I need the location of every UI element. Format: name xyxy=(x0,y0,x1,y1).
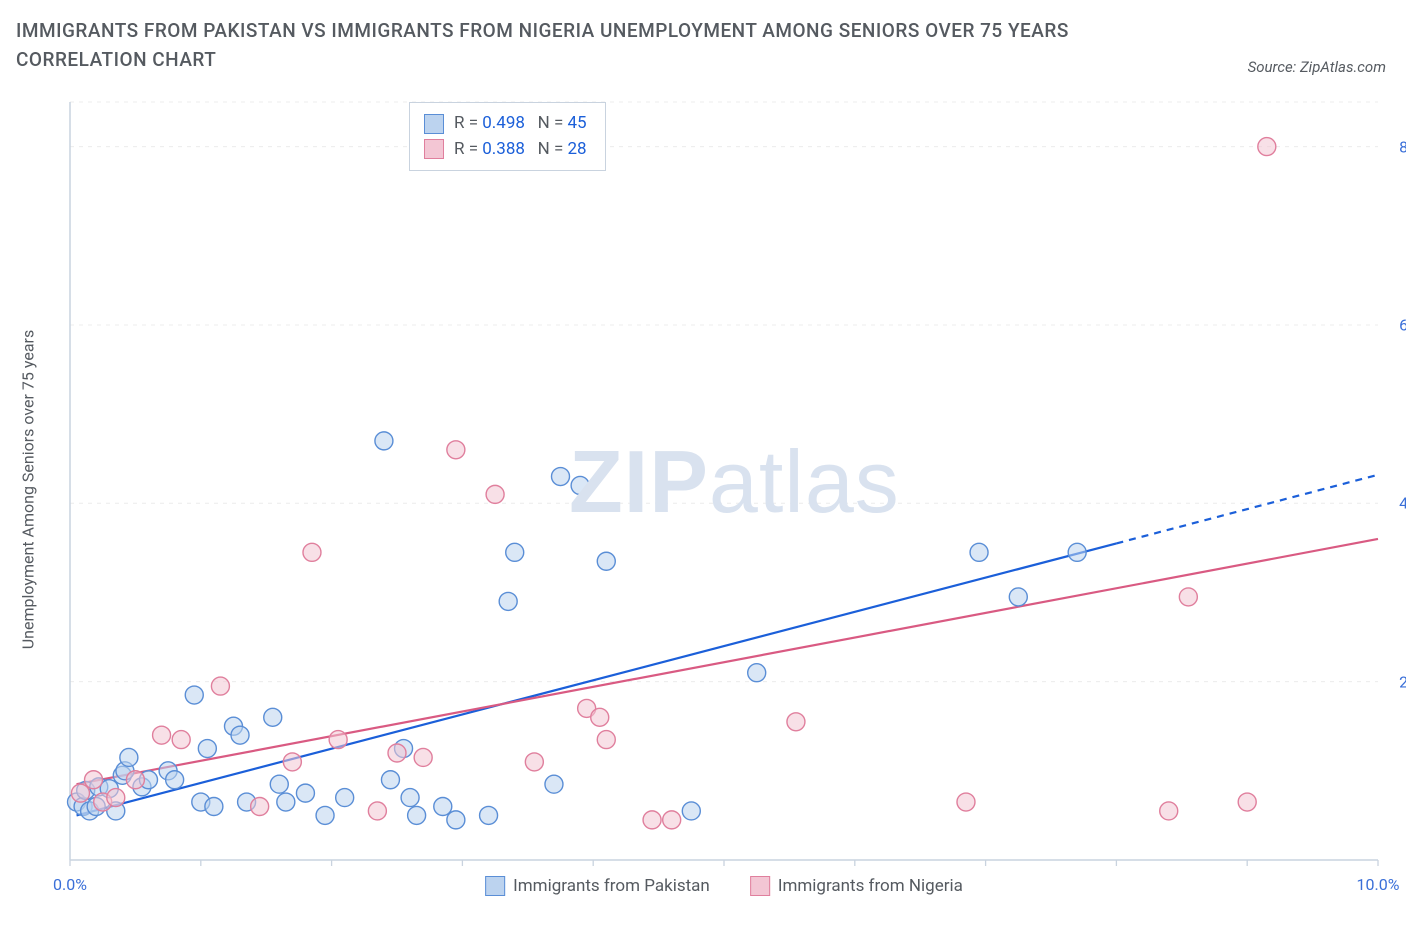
y-axis-label: Unemployment Among Seniors over 75 years xyxy=(19,330,38,649)
series-swatch xyxy=(424,114,444,134)
y-tick-label: 80.0% xyxy=(1399,137,1406,156)
stats-row: R = 0.498 N = 45 xyxy=(424,111,587,137)
header: IMMIGRANTS FROM PAKISTAN VS IMMIGRANTS F… xyxy=(16,16,1386,75)
stats-legend-box: R = 0.498 N = 45R = 0.388 N = 28 xyxy=(409,102,606,171)
x-tick-label: 10.0% xyxy=(1357,875,1400,894)
legend-label: Immigrants from Nigeria xyxy=(778,876,963,896)
y-tick-label: 60.0% xyxy=(1399,315,1406,334)
series-swatch xyxy=(424,139,444,159)
plot-svg xyxy=(64,96,1384,866)
legend-item: Immigrants from Nigeria xyxy=(750,876,963,896)
x-tick-label: 0.0% xyxy=(53,875,87,894)
source-attribution: Source: ZipAtlas.com xyxy=(1248,58,1386,76)
series-swatch xyxy=(485,876,505,896)
series-legend: Immigrants from Pakistan Immigrants from … xyxy=(485,876,963,896)
legend-label: Immigrants from Pakistan xyxy=(513,876,710,896)
y-tick-label: 40.0% xyxy=(1399,494,1406,513)
chart-title: IMMIGRANTS FROM PAKISTAN VS IMMIGRANTS F… xyxy=(16,16,1136,75)
scatter-plot: ZIPatlas R = 0.498 N = 45R = 0.388 N = 2… xyxy=(64,96,1384,866)
legend-item: Immigrants from Pakistan xyxy=(485,876,710,896)
series-swatch xyxy=(750,876,770,896)
stats-row: R = 0.388 N = 28 xyxy=(424,137,587,163)
y-tick-label: 20.0% xyxy=(1399,672,1406,691)
